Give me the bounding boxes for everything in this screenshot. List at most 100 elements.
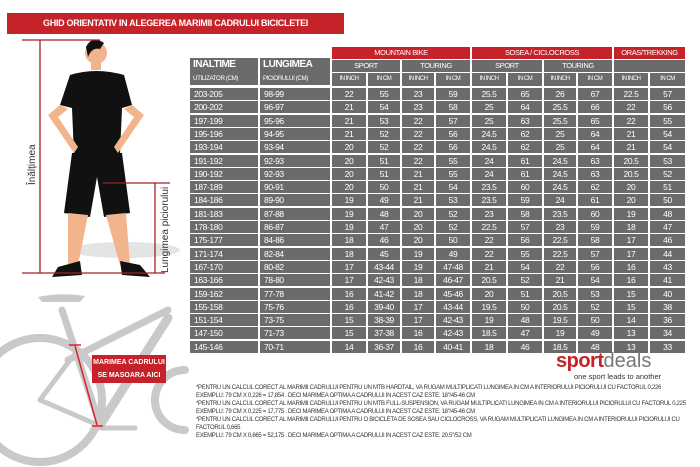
- table-cell-size: 63: [578, 167, 612, 180]
- table-cell-size: 50: [436, 234, 470, 247]
- table-cell-size: 36-37: [368, 340, 400, 353]
- table-cell-size: 58: [436, 101, 470, 114]
- col1-header: INALTIME UTILIZATOR (CM): [190, 58, 258, 85]
- table-cell-size: 20.5: [614, 167, 648, 180]
- table-cell-size: 38-39: [368, 314, 400, 327]
- table-cell-size: 51: [650, 181, 685, 194]
- table-cell-size: 42-43: [436, 327, 470, 340]
- table-cell-size: 22: [402, 154, 434, 167]
- table-cell-leg: 71-73: [260, 327, 330, 340]
- logo-brand-a: sport: [556, 350, 604, 372]
- table-cell-size: 18.5: [472, 327, 506, 340]
- table-cell-size: 18: [614, 221, 648, 233]
- table-cell-size: 21: [614, 141, 648, 154]
- table-cell-size: 19.5: [544, 314, 576, 327]
- unit-header: IN INCH: [614, 73, 648, 86]
- table-cell-size: 24.5: [472, 141, 506, 154]
- subgroup-header: SPORT: [332, 60, 400, 72]
- height-label: Înălțimea: [27, 144, 38, 185]
- table-cell-size: 40-41: [436, 340, 470, 353]
- table-cell-size: 66: [578, 101, 612, 114]
- table-cell-size: 22: [402, 141, 434, 154]
- table-cell-height: 171-174: [190, 247, 258, 260]
- table-cell-height: 191-192: [190, 154, 258, 167]
- table-cell-size: 19.5: [472, 300, 506, 313]
- group-mountain-bike: MOUNTAIN BIKE: [332, 47, 470, 59]
- sportdeals-logo: sportdeals one sport leads to another: [556, 350, 691, 381]
- table-cell-size: 20: [332, 167, 366, 180]
- table-cell-size: 21: [402, 167, 434, 180]
- table-cell-size: 50: [508, 300, 542, 313]
- table-cell-size: 57: [436, 114, 470, 127]
- table-cell-size: 45-46: [436, 287, 470, 300]
- table-cell-size: 62: [508, 127, 542, 140]
- table-cell-size: 55: [508, 247, 542, 260]
- table-cell-size: 22: [332, 88, 366, 100]
- table-cell-size: 15: [614, 287, 648, 300]
- table-cell-size: 25.5: [544, 114, 576, 127]
- table-cell-leg: 70-71: [260, 340, 330, 353]
- table-cell-size: 43-44: [436, 300, 470, 313]
- table-cell-size: 18: [332, 247, 366, 260]
- subgroup-header: TOURING: [544, 60, 612, 72]
- table-cell-size: 24: [472, 167, 506, 180]
- table-cell-size: 22: [614, 114, 648, 127]
- table-cell-size: 21: [332, 101, 366, 114]
- table-cell-height: 145-146: [190, 340, 258, 353]
- table-cell-size: 20: [332, 141, 366, 154]
- table-cell-size: 24.5: [544, 154, 576, 167]
- table-cell-size: 17: [332, 274, 366, 287]
- table-cell-size: 21: [614, 127, 648, 140]
- table-cell-size: 51: [368, 167, 400, 180]
- table-cell-height: 175-177: [190, 234, 258, 247]
- table-cell-size: 44: [650, 247, 685, 260]
- table-cell-size: 54: [650, 127, 685, 140]
- table-cell-size: 21: [332, 127, 366, 140]
- table-cell-size: 19: [332, 194, 366, 207]
- table-cell-size: 18.5: [544, 340, 576, 353]
- table-cell-size: 64: [578, 127, 612, 140]
- table-cell-size: 61: [578, 194, 612, 207]
- table-cell-leg: 77-78: [260, 287, 330, 300]
- table-cell-size: 47: [368, 221, 400, 233]
- table-cell-size: 13: [614, 327, 648, 340]
- table-cell-size: 17: [402, 300, 434, 313]
- table-cell-size: 55: [436, 154, 470, 167]
- table-cell-size: 65: [578, 114, 612, 127]
- table-cell-size: 21: [332, 114, 366, 127]
- table-cell-size: 50: [578, 314, 612, 327]
- table-cell-size: 34: [650, 327, 685, 340]
- table-cell-size: 61: [508, 167, 542, 180]
- table-cell-size: 52: [436, 221, 470, 233]
- table-cell-size: 25: [544, 141, 576, 154]
- table-cell-size: 33: [650, 340, 685, 353]
- table-cell-size: 54: [436, 181, 470, 194]
- table-cell-size: 20.5: [544, 287, 576, 300]
- table-cell-height: 163-166: [190, 274, 258, 287]
- table-cell-size: 22: [614, 101, 648, 114]
- table-cell-size: 54: [508, 260, 542, 273]
- table-cell-size: 40: [650, 287, 685, 300]
- table-cell-size: 18: [402, 287, 434, 300]
- table-cell-size: 58: [578, 234, 612, 247]
- note-line: EXEMPLU: 79 CM X 0,225 = 17,775 . DECI M…: [196, 409, 475, 415]
- frame-label-line2: SE MASOARA AICI: [97, 372, 161, 379]
- table-cell-size: 21: [402, 181, 434, 194]
- table-cell-size: 55: [436, 167, 470, 180]
- table-cell-size: 18: [402, 274, 434, 287]
- table-cell-size: 15: [332, 314, 366, 327]
- table-cell-leg: 75-76: [260, 300, 330, 313]
- notes: *PENTRU UN CALCUL CORECT AL MARIMII CADR…: [196, 384, 696, 440]
- table-cell-size: 21: [402, 194, 434, 207]
- table-cell-size: 16: [332, 287, 366, 300]
- table-cell-size: 55: [368, 88, 400, 100]
- table-cell-size: 24.5: [544, 167, 576, 180]
- table-cell-size: 26: [544, 88, 576, 100]
- table-cell-size: 17: [402, 314, 434, 327]
- table-cell-size: 22: [402, 114, 434, 127]
- table-cell-size: 24: [472, 154, 506, 167]
- table-cell-size: 23.5: [472, 181, 506, 194]
- table-cell-size: 53: [578, 287, 612, 300]
- table-cell-size: 43: [650, 260, 685, 273]
- table-cell-size: 20: [402, 207, 434, 220]
